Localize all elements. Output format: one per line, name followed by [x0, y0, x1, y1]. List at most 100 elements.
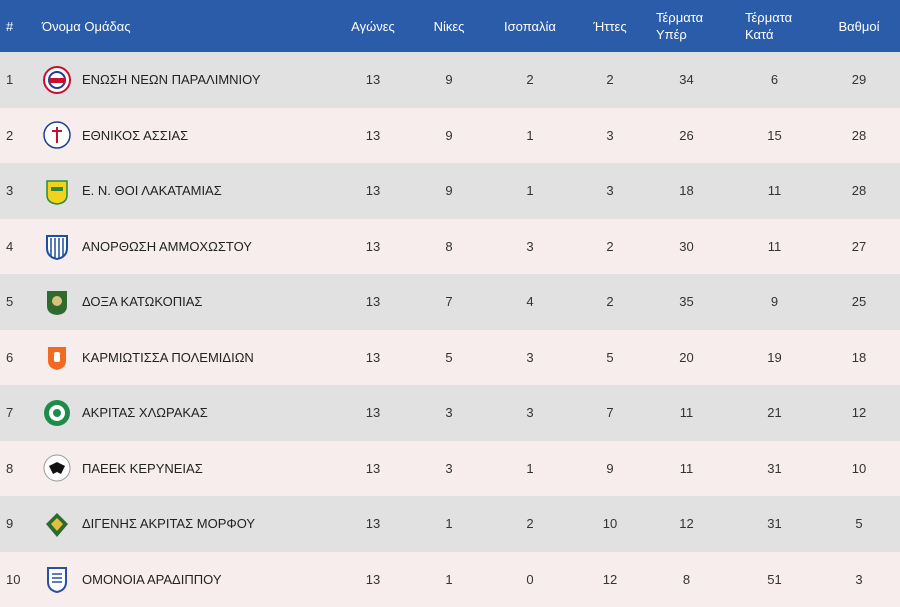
rank-cell: 10: [0, 552, 38, 607]
played-cell: 13: [330, 496, 416, 552]
goals-for-cell: 18: [642, 163, 731, 219]
team-link[interactable]: ΔΙΓΕΝΗΣ ΑΚΡΙΤΑΣ ΜΟΡΦΟΥ: [38, 509, 330, 539]
rank-cell: 8: [0, 441, 38, 497]
rank-cell: 6: [0, 330, 38, 386]
goals-against-cell: 11: [731, 163, 818, 219]
wins-cell: 8: [416, 219, 482, 275]
team-link[interactable]: Ε. Ν. ΘΟΙ ΛΑΚΑΤΑΜΙΑΣ: [38, 176, 330, 206]
header-goals-for: Τέρματα Υπέρ: [642, 0, 731, 52]
goals-for-cell: 12: [642, 496, 731, 552]
losses-cell: 2: [578, 274, 642, 330]
wins-cell: 5: [416, 330, 482, 386]
wins-cell: 1: [416, 552, 482, 607]
team-link[interactable]: ΕΘΝΙΚΟΣ ΑΣΣΙΑΣ: [38, 120, 330, 150]
team-link[interactable]: ΔΟΞΑ ΚΑΤΩΚΟΠΙΑΣ: [38, 287, 330, 317]
header-goals-against-line1: Τέρματα: [745, 10, 792, 25]
wins-cell: 3: [416, 385, 482, 441]
team-name: Ε. Ν. ΘΟΙ ΛΑΚΑΤΑΜΙΑΣ: [82, 183, 222, 198]
losses-cell: 3: [578, 108, 642, 164]
points-cell: 3: [818, 552, 900, 607]
karmiotissa-crest-icon: [42, 342, 72, 372]
goals-for-cell: 30: [642, 219, 731, 275]
played-cell: 13: [330, 219, 416, 275]
team-name: ΔΟΞΑ ΚΑΤΩΚΟΠΙΑΣ: [82, 294, 202, 309]
header-wins: Νίκες: [416, 0, 482, 52]
goals-for-cell: 8: [642, 552, 731, 607]
thoi-crest-icon: [42, 176, 72, 206]
draws-cell: 2: [482, 496, 578, 552]
goals-against-cell: 31: [731, 496, 818, 552]
team-cell: ΔΟΞΑ ΚΑΤΩΚΟΠΙΑΣ: [38, 274, 330, 330]
header-points: Βαθμοί: [818, 0, 900, 52]
header-team-name: Όνομα Ομάδας: [38, 0, 330, 52]
draws-cell: 4: [482, 274, 578, 330]
goals-against-cell: 51: [731, 552, 818, 607]
header-draws: Ισοπαλία: [482, 0, 578, 52]
points-cell: 27: [818, 219, 900, 275]
losses-cell: 9: [578, 441, 642, 497]
goals-for-cell: 26: [642, 108, 731, 164]
team-name: ΟΜΟΝΟΙΑ ΑΡΑΔΙΠΠΟΥ: [82, 572, 222, 587]
rank-cell: 4: [0, 219, 38, 275]
team-cell: ΔΙΓΕΝΗΣ ΑΚΡΙΤΑΣ ΜΟΡΦΟΥ: [38, 496, 330, 552]
team-cell: ΠΑΕΕΚ ΚΕΡΥΝΕΙΑΣ: [38, 441, 330, 497]
rank-cell: 2: [0, 108, 38, 164]
points-cell: 5: [818, 496, 900, 552]
team-link[interactable]: ΠΑΕΕΚ ΚΕΡΥΝΕΙΑΣ: [38, 453, 330, 483]
points-cell: 12: [818, 385, 900, 441]
team-name: ΕΝΩΣΗ ΝΕΩΝ ΠΑΡΑΛΙΜΝΙΟΥ: [82, 72, 261, 87]
wins-cell: 1: [416, 496, 482, 552]
points-cell: 10: [818, 441, 900, 497]
header-losses: Ήττες: [578, 0, 642, 52]
anorthosis-crest-icon: [42, 231, 72, 261]
wins-cell: 9: [416, 108, 482, 164]
rank-cell: 5: [0, 274, 38, 330]
goals-against-cell: 31: [731, 441, 818, 497]
ethnikos-assias-crest-icon: [42, 120, 72, 150]
team-name: ΑΚΡΙΤΑΣ ΧΛΩΡΑΚΑΣ: [82, 405, 208, 420]
goals-for-cell: 11: [642, 385, 731, 441]
losses-cell: 2: [578, 52, 642, 108]
wins-cell: 9: [416, 163, 482, 219]
header-played: Αγώνες: [330, 0, 416, 52]
played-cell: 13: [330, 330, 416, 386]
draws-cell: 1: [482, 441, 578, 497]
losses-cell: 2: [578, 219, 642, 275]
draws-cell: 3: [482, 219, 578, 275]
team-name: ΠΑΕΕΚ ΚΕΡΥΝΕΙΑΣ: [82, 461, 203, 476]
wins-cell: 3: [416, 441, 482, 497]
enp-crest-icon: [42, 65, 72, 95]
team-link[interactable]: ΕΝΩΣΗ ΝΕΩΝ ΠΑΡΑΛΙΜΝΙΟΥ: [38, 65, 330, 95]
header-goals-against-line2: Κατά: [745, 27, 774, 42]
played-cell: 13: [330, 163, 416, 219]
goals-against-cell: 19: [731, 330, 818, 386]
played-cell: 13: [330, 441, 416, 497]
team-cell: Ε. Ν. ΘΟΙ ΛΑΚΑΤΑΜΙΑΣ: [38, 163, 330, 219]
team-link[interactable]: ΚΑΡΜΙΩΤΙΣΣΑ ΠΟΛΕΜΙΔΙΩΝ: [38, 342, 330, 372]
goals-for-cell: 35: [642, 274, 731, 330]
team-name: ΕΘΝΙΚΟΣ ΑΣΣΙΑΣ: [82, 128, 188, 143]
goals-against-cell: 6: [731, 52, 818, 108]
team-cell: ΕΝΩΣΗ ΝΕΩΝ ΠΑΡΑΛΙΜΝΙΟΥ: [38, 52, 330, 108]
table-header-row: # Όνομα Ομάδας Αγώνες Νίκες Ισοπαλία Ήττ…: [0, 0, 900, 52]
team-link[interactable]: ΑΝΟΡΘΩΣΗ ΑΜΜΟΧΩΣΤΟΥ: [38, 231, 330, 261]
losses-cell: 5: [578, 330, 642, 386]
team-link[interactable]: ΑΚΡΙΤΑΣ ΧΛΩΡΑΚΑΣ: [38, 398, 330, 428]
akritas-chlorakas-crest-icon: [42, 398, 72, 428]
team-name: ΔΙΓΕΝΗΣ ΑΚΡΙΤΑΣ ΜΟΡΦΟΥ: [82, 516, 255, 531]
losses-cell: 7: [578, 385, 642, 441]
header-goals-for-line1: Τέρματα: [656, 10, 703, 25]
goals-against-cell: 9: [731, 274, 818, 330]
team-link[interactable]: ΟΜΟΝΟΙΑ ΑΡΑΔΙΠΠΟΥ: [38, 564, 330, 594]
wins-cell: 7: [416, 274, 482, 330]
